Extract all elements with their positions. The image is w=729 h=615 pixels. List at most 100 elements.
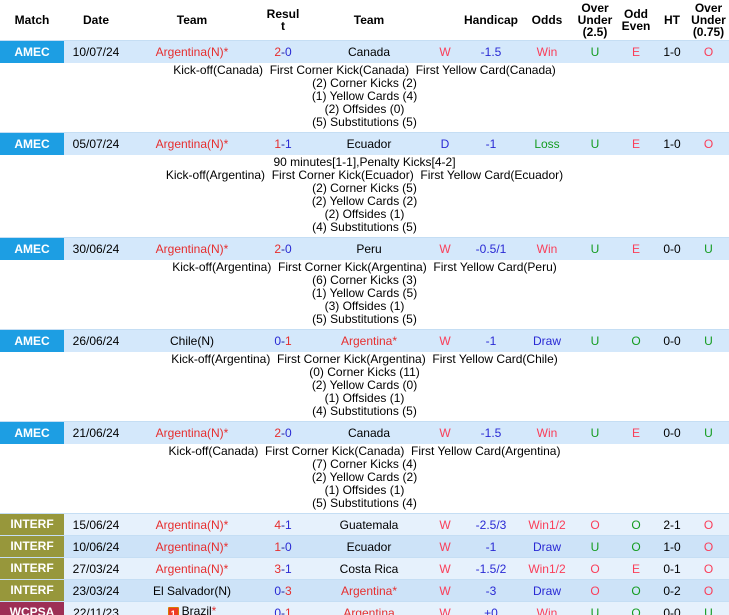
odd-even: O: [616, 513, 656, 536]
home-team[interactable]: Argentina(N)*: [128, 557, 256, 580]
match-detail: Kick-off(Argentina) First Corner Kick(Ar…: [0, 352, 729, 422]
league-badge[interactable]: AMEC: [0, 41, 64, 63]
over-under-0-75: U: [688, 421, 729, 444]
away-team[interactable]: Peru: [310, 237, 428, 260]
score-away: 1: [285, 517, 292, 532]
handicap-value: -1.5/2: [462, 557, 520, 580]
score-home: 0: [274, 583, 281, 598]
result-letter: W: [428, 513, 462, 536]
over-under-2-5: U: [574, 237, 616, 260]
home-team[interactable]: El Salvador(N): [128, 579, 256, 602]
detail-line: (2) Corner Kicks (2): [312, 76, 417, 90]
team-name: Canada: [347, 45, 391, 59]
star-marker: *: [392, 583, 398, 598]
score-away: 0: [285, 539, 292, 554]
team-name: Chile(N): [169, 334, 214, 348]
match-detail: Kick-off(Argentina) First Corner Kick(Ar…: [0, 260, 729, 330]
match-detail: Kick-off(Canada) First Corner Kick(Canad…: [0, 444, 729, 514]
away-team[interactable]: Costa Rica: [310, 557, 428, 580]
col-header-over-under-2-5: Over Under (2.5): [574, 0, 616, 41]
home-team[interactable]: Argentina(N)*: [128, 535, 256, 558]
league-badge[interactable]: INTERF: [0, 536, 64, 557]
col-header-match: Match: [0, 0, 64, 41]
team-name: Argentina(N): [155, 45, 224, 59]
col-header-away-team: Team: [310, 0, 428, 41]
away-team[interactable]: Ecuador: [310, 535, 428, 558]
score: 1-0: [256, 535, 310, 558]
match-date: 26/06/24: [64, 329, 128, 352]
match-detail-row: Kick-off(Argentina) First Corner Kick(Ar…: [0, 260, 729, 330]
home-team[interactable]: 1 Brazil*: [128, 601, 256, 615]
half-time-score: 0-0: [656, 421, 688, 444]
result-letter: W: [428, 535, 462, 558]
col-header-wdl: [428, 0, 462, 41]
odd-even: E: [616, 132, 656, 155]
odds-result: Win: [520, 601, 574, 615]
home-team[interactable]: Argentina(N)*: [128, 132, 256, 155]
detail-line: (2) Corner Kicks (5): [312, 181, 417, 195]
half-time-score: 1-0: [656, 535, 688, 558]
league-badge[interactable]: INTERF: [0, 514, 64, 535]
handicap-value: -1.5: [462, 421, 520, 444]
star-marker: *: [211, 604, 217, 615]
away-team[interactable]: Canada: [310, 421, 428, 444]
score-dash: -: [281, 561, 285, 576]
score-dash: -: [281, 426, 285, 440]
match-detail-row: 90 minutes[1-1],Penalty Kicks[4-2] Kick-o…: [0, 155, 729, 238]
match-row: AMEC 05/07/24 Argentina(N)* 1-1 Ecuador D -1 Lo…: [0, 132, 729, 155]
score: 0-1: [256, 601, 310, 615]
result-letter: W: [428, 237, 462, 260]
home-team[interactable]: Argentina(N)*: [128, 513, 256, 536]
red-card-icon: 1: [167, 607, 179, 615]
team-name: Canada: [347, 426, 391, 440]
team-name: Argentina(N): [155, 137, 224, 151]
league-badge[interactable]: AMEC: [0, 330, 64, 352]
score: 3-1: [256, 557, 310, 580]
league-badge[interactable]: WCPSA: [0, 602, 64, 615]
home-team[interactable]: Argentina(N)*: [128, 237, 256, 260]
over-under-2-5: U: [574, 40, 616, 63]
detail-line: (2) Offsides (0): [324, 102, 405, 116]
match-row: INTERF 15/06/24 Argentina(N)* 4-1 Guatemala W…: [0, 513, 729, 536]
league-cell: AMEC: [0, 329, 64, 352]
over-under-2-5: U: [574, 421, 616, 444]
away-team[interactable]: Argentina*: [310, 329, 428, 352]
league-badge[interactable]: INTERF: [0, 558, 64, 579]
score-home: 4: [274, 517, 281, 532]
home-team[interactable]: Argentina(N)*: [128, 40, 256, 63]
home-team[interactable]: Chile(N): [128, 329, 256, 352]
league-badge[interactable]: AMEC: [0, 238, 64, 260]
away-team[interactable]: Ecuador: [310, 132, 428, 155]
match-date: 23/03/24: [64, 579, 128, 602]
over-under-2-5: U: [574, 535, 616, 558]
team-name: Argentina(N): [155, 539, 224, 554]
score-home: 2: [274, 426, 281, 440]
match-row: AMEC 30/06/24 Argentina(N)* 2-0 Peru W -0.5/1 W…: [0, 237, 729, 260]
handicap-value: -1: [462, 132, 520, 155]
home-team[interactable]: Argentina(N)*: [128, 421, 256, 444]
handicap-value: -0.5/1: [462, 237, 520, 260]
away-team[interactable]: Argentina: [310, 601, 428, 615]
score: 0-1: [256, 329, 310, 352]
league-badge[interactable]: AMEC: [0, 133, 64, 155]
away-team[interactable]: Guatemala: [310, 513, 428, 536]
away-team[interactable]: Canada: [310, 40, 428, 63]
odd-even: E: [616, 40, 656, 63]
match-detail-row: Kick-off(Argentina) First Corner Kick(Ar…: [0, 352, 729, 422]
detail-line: (3) Offsides (1): [324, 299, 405, 313]
detail-line: (1) Offsides (1): [324, 483, 405, 497]
league-cell: AMEC: [0, 132, 64, 155]
over-under-2-5: U: [574, 132, 616, 155]
over-under-0-75: O: [688, 557, 729, 580]
odds-result: Loss: [520, 132, 574, 155]
score-dash: -: [281, 334, 285, 348]
league-badge[interactable]: AMEC: [0, 422, 64, 444]
match-date: 10/07/24: [64, 40, 128, 63]
detail-line: Kick-off(Argentina) First Corner Kick(Ec…: [165, 168, 564, 182]
score: 2-0: [256, 237, 310, 260]
away-team[interactable]: Argentina*: [310, 579, 428, 602]
star-marker: *: [223, 45, 229, 59]
score-home: 3: [274, 561, 281, 576]
league-badge[interactable]: INTERF: [0, 580, 64, 601]
